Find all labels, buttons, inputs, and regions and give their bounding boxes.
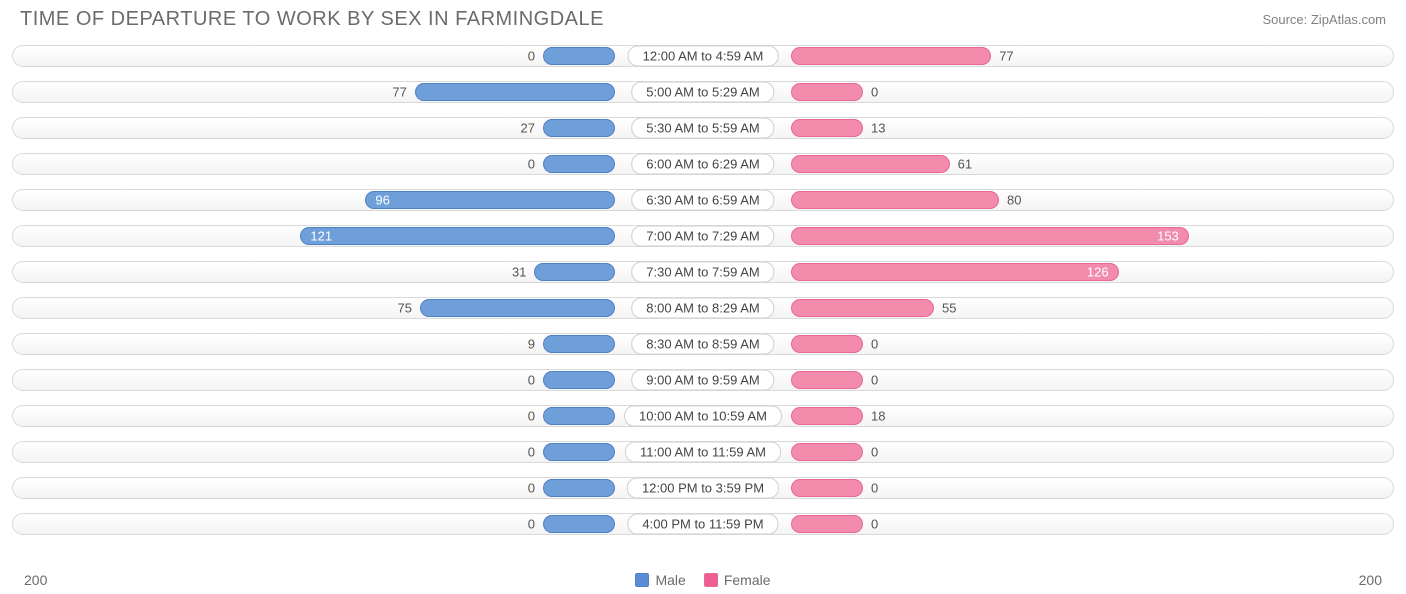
legend: Male Female — [635, 572, 770, 588]
row-category-label: 5:00 AM to 5:29 AM — [631, 82, 774, 103]
row-category-label: 9:00 AM to 9:59 AM — [631, 370, 774, 391]
female-bar — [791, 407, 863, 425]
chart-title: TIME OF DEPARTURE TO WORK BY SEX IN FARM… — [20, 8, 604, 31]
male-value: 9 — [528, 337, 535, 352]
chart-row: 0 61 6:00 AM to 6:29 AM — [12, 149, 1394, 179]
female-value: 0 — [871, 481, 878, 496]
chart-row: 96 80 6:30 AM to 6:59 AM — [12, 185, 1394, 215]
male-value: 77 — [392, 85, 406, 100]
male-value: 0 — [528, 409, 535, 424]
male-bar — [543, 371, 615, 389]
axis-left-max: 200 — [24, 572, 47, 588]
male-value: 0 — [528, 481, 535, 496]
male-value: 27 — [521, 121, 535, 136]
female-bar — [791, 191, 999, 209]
chart-row: 0 0 9:00 AM to 9:59 AM — [12, 365, 1394, 395]
female-bar — [791, 227, 1189, 245]
female-bar — [791, 299, 934, 317]
female-bar — [791, 263, 1119, 281]
female-swatch-icon — [704, 573, 718, 587]
chart-row: 0 77 12:00 AM to 4:59 AM — [12, 41, 1394, 71]
female-value: 0 — [871, 373, 878, 388]
male-swatch-icon — [635, 573, 649, 587]
male-bar — [534, 263, 615, 281]
male-value: 121 — [310, 229, 332, 244]
row-category-label: 11:00 AM to 11:59 AM — [625, 442, 781, 463]
male-bar — [420, 299, 615, 317]
female-bar — [791, 515, 863, 533]
legend-female-label: Female — [724, 572, 771, 588]
row-category-label: 12:00 AM to 4:59 AM — [628, 46, 779, 67]
female-value: 77 — [999, 49, 1013, 64]
male-value: 0 — [528, 157, 535, 172]
chart-row: 121 153 7:00 AM to 7:29 AM — [12, 221, 1394, 251]
legend-male: Male — [635, 572, 685, 588]
chart-footer: 200 Male Female 200 — [0, 572, 1406, 588]
row-category-label: 12:00 PM to 3:59 PM — [627, 478, 779, 499]
row-category-label: 6:00 AM to 6:29 AM — [631, 154, 774, 175]
male-bar — [543, 155, 615, 173]
row-category-label: 4:00 PM to 11:59 PM — [627, 514, 778, 535]
female-value: 0 — [871, 445, 878, 460]
row-category-label: 5:30 AM to 5:59 AM — [631, 118, 774, 139]
male-value: 96 — [375, 193, 389, 208]
female-value: 0 — [871, 517, 878, 532]
male-bar — [543, 119, 615, 137]
male-bar — [300, 227, 615, 245]
chart-source: Source: ZipAtlas.com — [1262, 12, 1386, 27]
row-category-label: 8:30 AM to 8:59 AM — [631, 334, 774, 355]
female-bar — [791, 47, 991, 65]
chart-row: 27 13 5:30 AM to 5:59 AM — [12, 113, 1394, 143]
male-bar — [543, 47, 615, 65]
row-category-label: 6:30 AM to 6:59 AM — [631, 190, 774, 211]
male-value: 0 — [528, 517, 535, 532]
male-bar — [543, 443, 615, 461]
chart-row: 9 0 8:30 AM to 8:59 AM — [12, 329, 1394, 359]
male-value: 0 — [528, 373, 535, 388]
female-value: 0 — [871, 85, 878, 100]
chart-row: 0 0 4:00 PM to 11:59 PM — [12, 509, 1394, 539]
male-bar — [543, 479, 615, 497]
female-value: 61 — [958, 157, 972, 172]
female-bar — [791, 155, 950, 173]
female-value: 80 — [1007, 193, 1021, 208]
female-value: 153 — [1157, 229, 1179, 244]
male-bar — [543, 335, 615, 353]
female-bar — [791, 479, 863, 497]
row-category-label: 7:30 AM to 7:59 AM — [631, 262, 774, 283]
male-value: 31 — [512, 265, 526, 280]
male-bar — [365, 191, 615, 209]
chart-row: 0 0 12:00 PM to 3:59 PM — [12, 473, 1394, 503]
legend-female: Female — [704, 572, 771, 588]
male-value: 75 — [398, 301, 412, 316]
female-value: 13 — [871, 121, 885, 136]
female-value: 18 — [871, 409, 885, 424]
female-value: 126 — [1087, 265, 1109, 280]
male-bar — [415, 83, 615, 101]
female-bar — [791, 119, 863, 137]
chart-row: 77 0 5:00 AM to 5:29 AM — [12, 77, 1394, 107]
legend-male-label: Male — [655, 572, 685, 588]
female-bar — [791, 83, 863, 101]
male-value: 0 — [528, 445, 535, 460]
female-bar — [791, 443, 863, 461]
female-value: 0 — [871, 337, 878, 352]
row-category-label: 8:00 AM to 8:29 AM — [631, 298, 774, 319]
male-bar — [543, 407, 615, 425]
chart-body: 0 77 12:00 AM to 4:59 AM 77 0 5:00 AM to 5:29… — [0, 37, 1406, 539]
chart-row: 75 55 8:00 AM to 8:29 AM — [12, 293, 1394, 323]
female-bar — [791, 335, 863, 353]
row-category-label: 7:00 AM to 7:29 AM — [631, 226, 774, 247]
chart-row: 0 0 11:00 AM to 11:59 AM — [12, 437, 1394, 467]
female-value: 55 — [942, 301, 956, 316]
row-category-label: 10:00 AM to 10:59 AM — [624, 406, 782, 427]
chart-row: 0 18 10:00 AM to 10:59 AM — [12, 401, 1394, 431]
male-bar — [543, 515, 615, 533]
chart-row: 31 126 7:30 AM to 7:59 AM — [12, 257, 1394, 287]
female-bar — [791, 371, 863, 389]
axis-right-max: 200 — [1359, 572, 1382, 588]
male-value: 0 — [528, 49, 535, 64]
